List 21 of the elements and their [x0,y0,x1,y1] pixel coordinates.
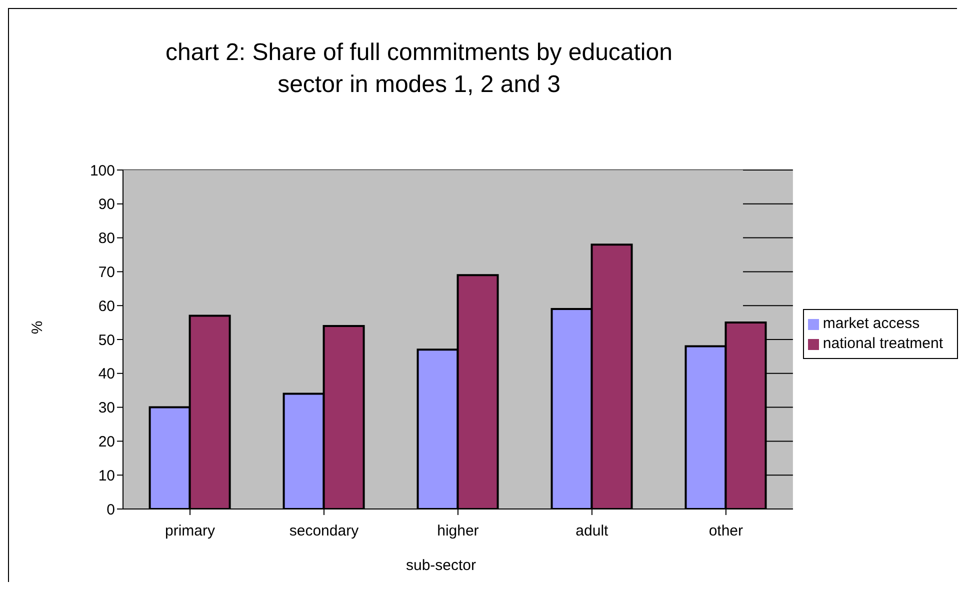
y-tick-label: 100 [90,162,115,180]
y-tick-label: 30 [98,400,115,417]
y-tick-label: 0 [106,501,115,518]
y-tick-label: 20 [98,434,115,451]
y-tick-label: 40 [98,366,115,383]
x-tick-label: adult [576,522,610,540]
x-tick-label: secondary [289,522,360,540]
x-tick-label: primary [164,522,216,540]
y-tick-label: 50 [98,332,115,349]
y-axis-title: % [29,320,46,334]
y-tick-label: 70 [98,264,115,282]
x-tick-label: other [708,522,744,540]
x-tick-label: higher [437,522,479,540]
y-tick-label: 10 [98,467,115,484]
legend-label: national treatment [822,335,943,352]
y-tick-label: 90 [98,196,115,214]
legend-label: market access [822,315,920,332]
chart-title: chart 2: Share of full commitments by education sector in modes 1, 2 and 3 [164,38,674,100]
x-axis-title: sub-sector [404,557,478,574]
y-tick-label: 80 [98,230,115,248]
y-tick-label: 60 [98,298,115,315]
